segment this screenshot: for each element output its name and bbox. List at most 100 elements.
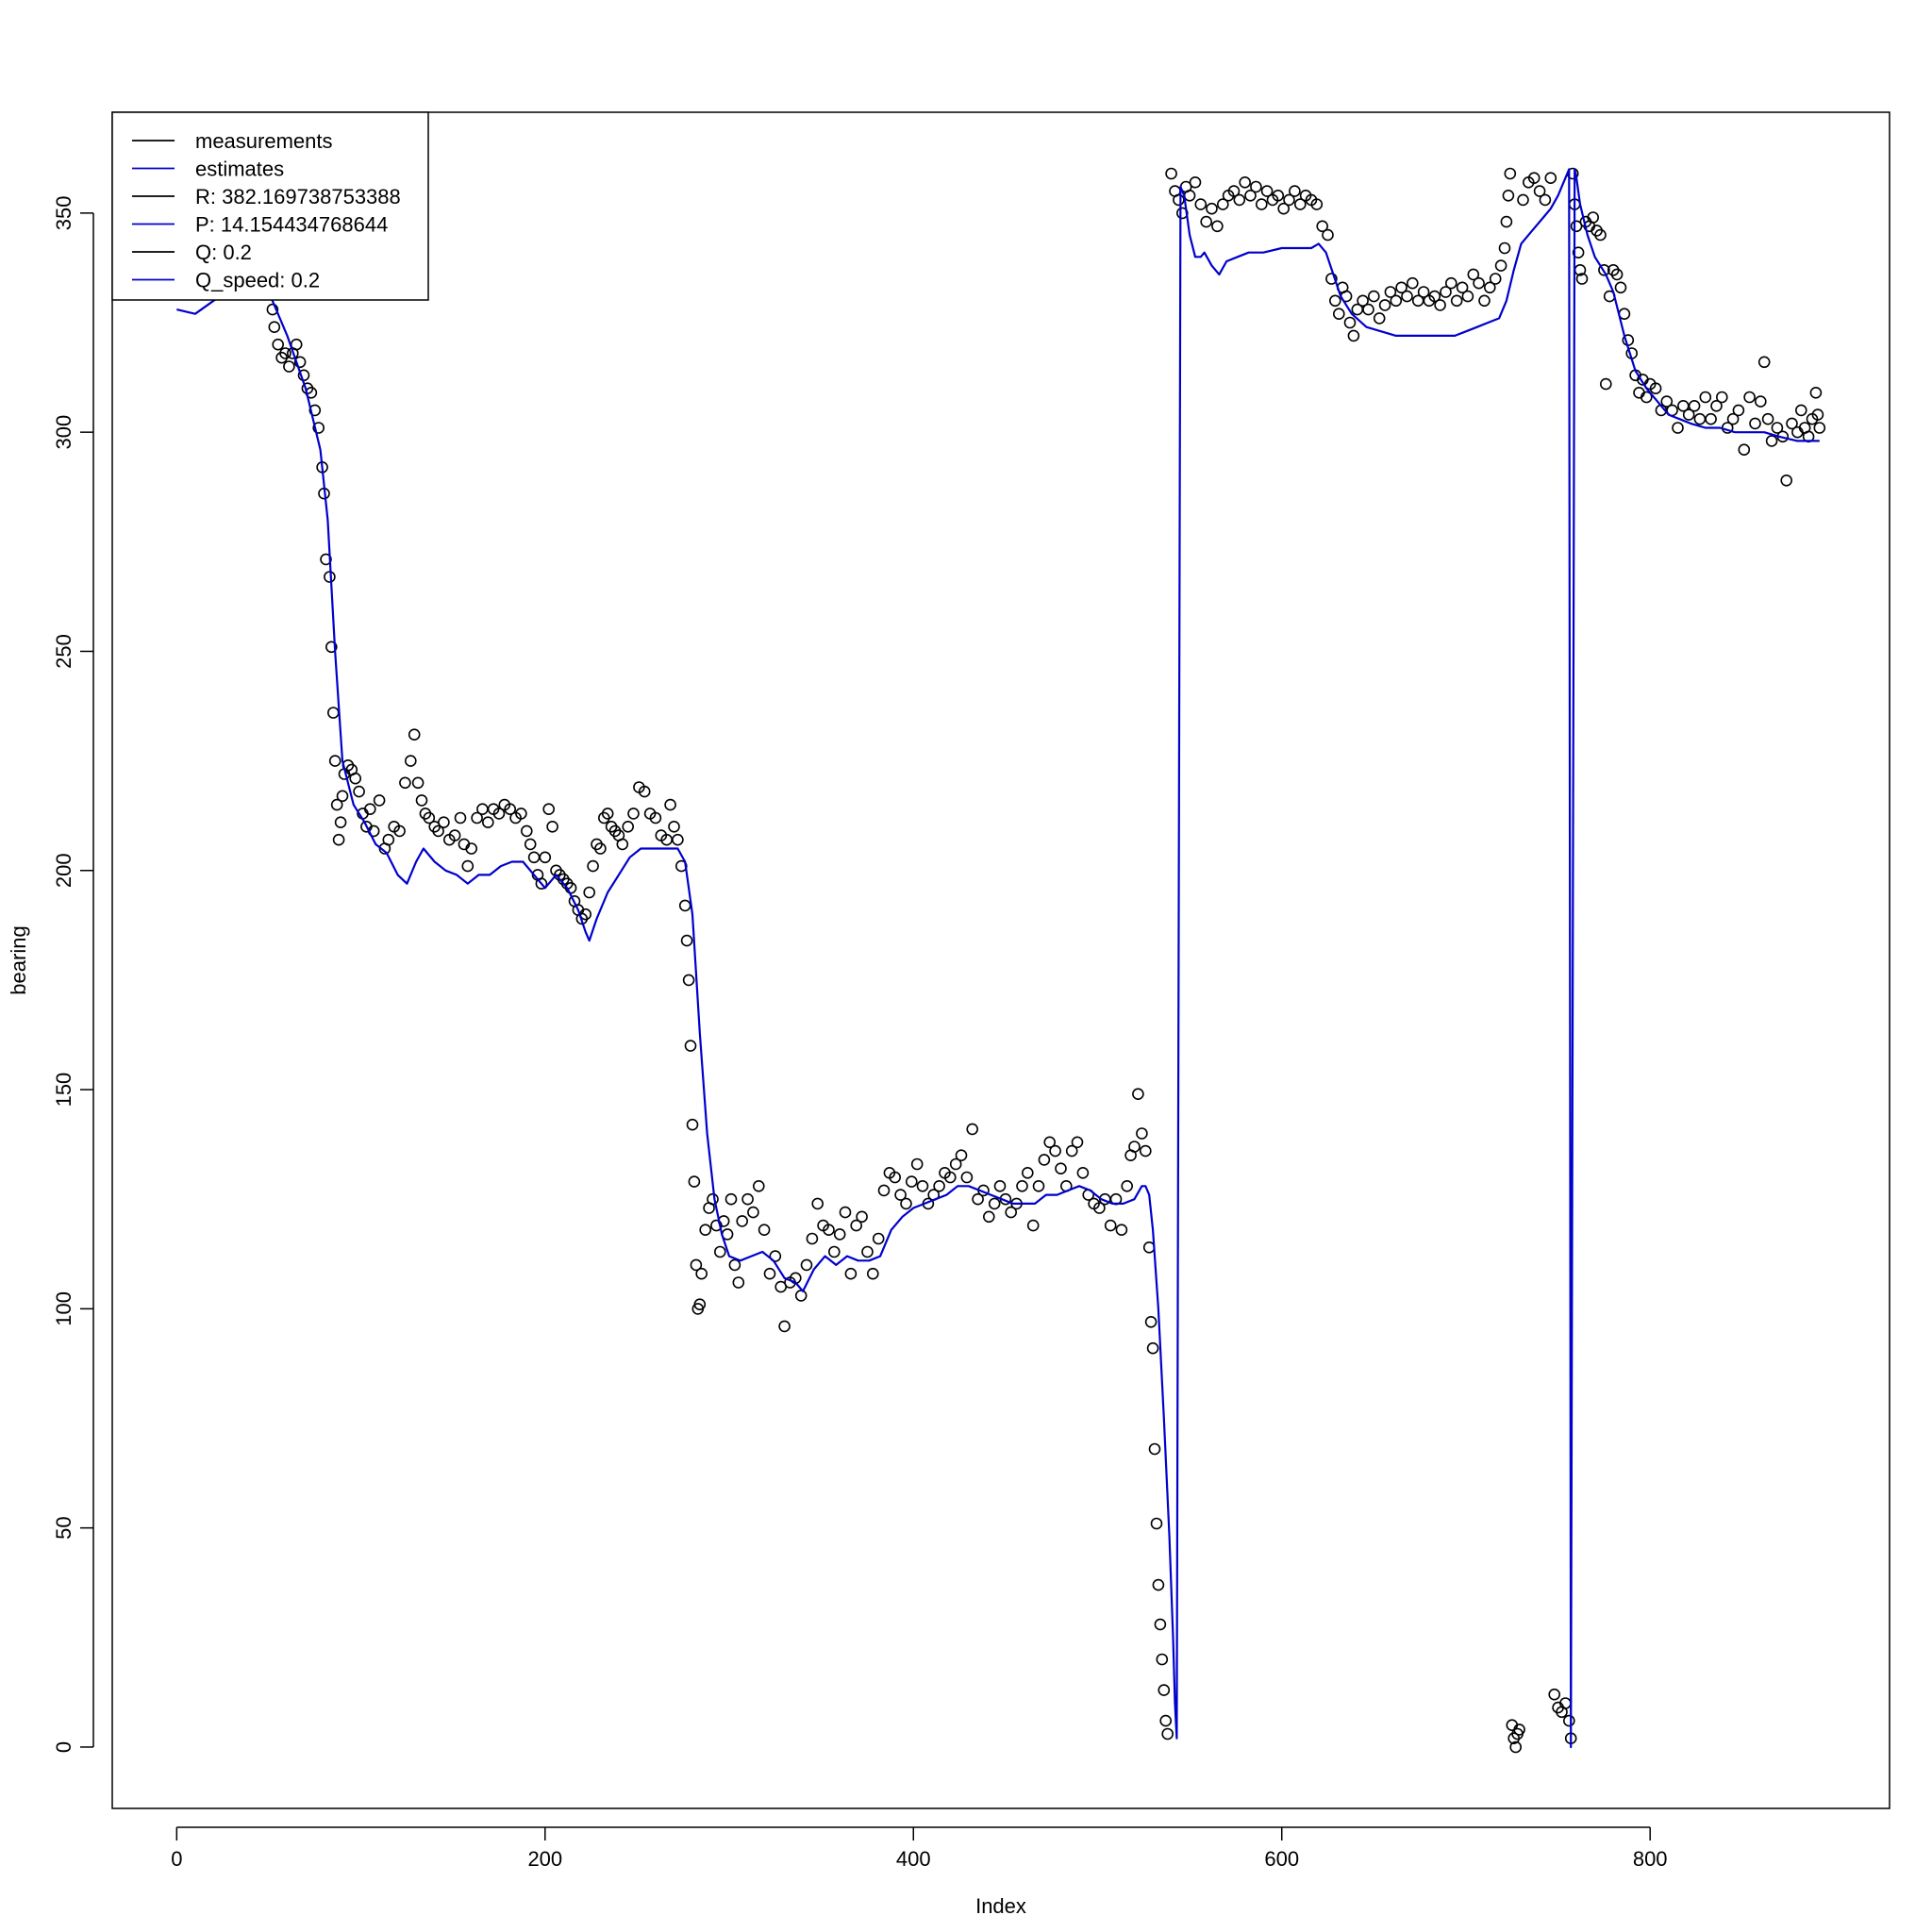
- measurement-point: [1277, 202, 1290, 215]
- measurement-point: [293, 356, 307, 369]
- measurement-point: [330, 798, 343, 811]
- measurement-point: [1428, 290, 1441, 303]
- measurement-point: [1076, 1167, 1090, 1179]
- measurement-point: [1434, 299, 1446, 311]
- measurement-point: [763, 1267, 776, 1280]
- measurement-point: [454, 811, 467, 824]
- y-tick-label: 250: [52, 634, 75, 669]
- measurement-point: [336, 790, 349, 803]
- measurement-point: [889, 1171, 902, 1184]
- measurement-point: [1289, 185, 1301, 197]
- measurement-point: [1755, 395, 1767, 408]
- measurement-point: [1148, 1442, 1161, 1456]
- measurement-point: [320, 553, 332, 566]
- measurement-point: [1517, 193, 1529, 207]
- measurement-point: [1347, 329, 1360, 342]
- measurement-point: [806, 1232, 819, 1245]
- x-tick-label: 200: [527, 1847, 562, 1871]
- measurement-point: [1809, 386, 1823, 399]
- measurement-point: [1272, 190, 1285, 202]
- measurement-point: [1407, 276, 1419, 290]
- legend-label: P: 14.154434768644: [195, 213, 388, 237]
- measurement-point: [1316, 220, 1328, 233]
- measurement-point: [664, 798, 676, 811]
- measurement-point: [1038, 1154, 1051, 1166]
- measurement-point: [1390, 294, 1403, 308]
- measurement-point: [1726, 412, 1740, 425]
- measurement-point: [1156, 1653, 1169, 1666]
- measurement-point: [1811, 408, 1824, 421]
- measurement-point: [1005, 1206, 1017, 1219]
- y-tick-label: 300: [52, 415, 75, 450]
- legend-label: measurements: [195, 129, 333, 153]
- measurement-point: [1682, 408, 1695, 421]
- measurement-point: [594, 842, 607, 855]
- measurement-point: [695, 1267, 708, 1280]
- measurement-point: [1322, 228, 1334, 242]
- measurement-point: [1165, 167, 1177, 180]
- measurement-point: [1478, 294, 1491, 308]
- measurement-point: [1705, 412, 1717, 425]
- measurement-point: [1688, 399, 1701, 412]
- legend-label: Q_speed: 0.2: [195, 269, 320, 292]
- measurement-point: [524, 838, 537, 851]
- measurement-point: [1217, 198, 1229, 210]
- measurement-point: [872, 1232, 885, 1245]
- measurement-point: [1329, 294, 1341, 308]
- y-tick-label: 100: [52, 1291, 75, 1326]
- measurement-point: [649, 811, 662, 824]
- measurement-point: [686, 1118, 699, 1131]
- x-axis-title: Index: [975, 1894, 1026, 1918]
- measurement-point: [1022, 1167, 1034, 1179]
- measurement-point: [308, 404, 322, 417]
- measurement-point: [587, 859, 599, 873]
- measurement-point: [353, 785, 365, 798]
- measurement-point: [616, 838, 629, 851]
- measurement-point: [1049, 1144, 1061, 1158]
- y-axis-title: bearing: [7, 925, 30, 994]
- measurement-point: [1461, 290, 1474, 303]
- legend-label: R: 382.169738753388: [195, 185, 401, 208]
- measurement-point: [699, 1224, 712, 1236]
- measurement-point: [1071, 1136, 1084, 1149]
- measurement-point: [1159, 1714, 1172, 1727]
- measurement-point: [1294, 198, 1307, 210]
- measurement-point: [972, 1192, 984, 1206]
- measurement-point: [539, 851, 552, 864]
- measurement-point: [900, 1197, 912, 1210]
- measurement-point: [752, 1180, 765, 1192]
- measurement-point: [266, 303, 279, 316]
- measurement-point: [1065, 1144, 1078, 1158]
- measurement-point: [332, 833, 345, 846]
- measurement-point: [684, 1040, 697, 1052]
- legend-box: [111, 111, 429, 301]
- measurement-point: [1227, 185, 1241, 197]
- y-tick-label: 200: [52, 853, 75, 888]
- measurement-point: [800, 1258, 813, 1272]
- measurement-point: [1440, 286, 1452, 298]
- measurement-point: [1368, 290, 1380, 303]
- measurement-point: [1357, 294, 1369, 308]
- measurement-point: [404, 755, 417, 767]
- measurement-point: [1502, 190, 1515, 202]
- measurement-point: [949, 1158, 962, 1171]
- measurement-point: [481, 816, 494, 829]
- x-tick-label: 0: [171, 1847, 182, 1871]
- measurement-point: [542, 803, 556, 816]
- measurement-point: [905, 1175, 918, 1188]
- legend: measurements estimates R: 382.169738753388…: [111, 111, 429, 301]
- measurement-point: [1161, 1727, 1174, 1740]
- measurement-point: [423, 811, 436, 824]
- measurement-point: [1132, 1088, 1144, 1100]
- measurement-point: [1716, 391, 1728, 404]
- measurement-point: [1158, 1684, 1171, 1696]
- measurement-point: [1761, 412, 1774, 425]
- measurement-point: [1093, 1202, 1106, 1214]
- x-tick-label: 800: [1633, 1847, 1668, 1871]
- measurement-point: [515, 808, 527, 820]
- measurement-point: [272, 338, 285, 351]
- measurement-point: [1043, 1136, 1056, 1149]
- measurement-point: [1600, 377, 1612, 391]
- series-layer: [176, 167, 1826, 1754]
- measurement-point: [1362, 303, 1374, 316]
